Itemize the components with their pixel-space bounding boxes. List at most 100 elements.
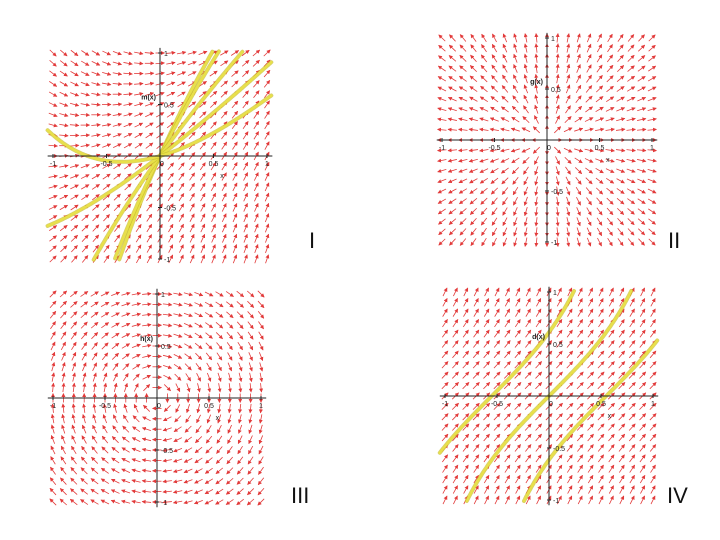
field-arrow (574, 157, 583, 164)
field-arrow (566, 464, 573, 473)
field-arrow (617, 33, 624, 42)
field-arrow (196, 414, 201, 424)
field-arrow (648, 44, 656, 52)
x-tick-label: -1 (439, 145, 445, 152)
field-arrow (124, 213, 132, 222)
field-arrow (586, 217, 592, 227)
field-arrow (194, 302, 204, 307)
field-arrow (216, 446, 223, 454)
field-arrow (626, 107, 636, 112)
field-arrow (102, 71, 112, 76)
field-arrow (437, 158, 447, 163)
field-arrow (132, 354, 141, 359)
field-arrow (90, 499, 99, 505)
field-arrow (253, 131, 259, 140)
field-arrow (597, 413, 605, 421)
field-arrow (50, 413, 55, 424)
field-arrow (534, 84, 539, 94)
field-arrow (248, 403, 253, 414)
field-arrow (112, 425, 119, 434)
field-arrow (596, 207, 603, 216)
field-arrow (650, 485, 656, 494)
field-arrow (211, 203, 216, 212)
field-arrow (629, 495, 635, 505)
field-arrow (639, 402, 647, 410)
field-arrow (525, 287, 531, 297)
field-arrow (82, 372, 87, 382)
field-arrow (587, 413, 595, 421)
field-arrow (48, 123, 58, 128)
field-arrow (48, 143, 58, 148)
field-arrow (231, 110, 239, 119)
field-arrow (535, 361, 542, 369)
field-arrow (101, 435, 109, 444)
field-arrow (194, 468, 203, 474)
field-arrow (512, 84, 519, 94)
field-arrow (227, 424, 232, 434)
field-arrow (523, 237, 528, 247)
field-arrow (442, 485, 448, 494)
field-arrow (523, 84, 529, 94)
field-arrow (199, 162, 206, 171)
field-arrow (576, 382, 584, 390)
field-arrow (257, 300, 265, 309)
field-arrow (69, 102, 80, 107)
field-arrow (449, 34, 456, 42)
field-arrow (177, 131, 186, 139)
field-arrow (254, 182, 259, 192)
field-arrow (502, 53, 508, 63)
field-arrow (123, 61, 133, 66)
field-arrow (131, 479, 141, 483)
field-arrow (253, 141, 259, 150)
field-arrow (473, 454, 480, 463)
field-arrow (468, 168, 478, 173)
field-arrow (81, 244, 89, 253)
field-arrow (647, 158, 657, 163)
field-arrow (168, 254, 174, 264)
field-arrow (615, 148, 626, 153)
field-arrow (524, 433, 532, 442)
field-arrow (176, 61, 187, 65)
field-arrow (167, 182, 174, 191)
field-arrow (60, 255, 68, 263)
field-arrow (172, 479, 183, 484)
field-arrow (263, 49, 271, 57)
field-arrow (556, 474, 563, 484)
field-arrow (187, 61, 197, 66)
field-arrow (494, 308, 500, 317)
x-tick-label: -1 (50, 161, 56, 168)
field-arrow (493, 382, 501, 390)
field-arrow (576, 433, 584, 442)
field-arrow (172, 489, 183, 494)
field-arrow (442, 319, 448, 328)
field-arrow (113, 163, 122, 170)
field-arrow (534, 227, 539, 237)
field-arrow (511, 157, 520, 164)
field-arrow (618, 382, 626, 390)
field-arrow (472, 413, 480, 421)
field-arrow (162, 292, 173, 297)
field-arrow (243, 244, 248, 254)
field-arrow (264, 161, 270, 171)
field-arrow (563, 127, 573, 133)
field-arrow (494, 329, 500, 338)
field-arrow (650, 319, 656, 328)
field-arrow (259, 383, 264, 393)
field-arrow (637, 208, 646, 215)
field-arrow (123, 112, 133, 117)
field-arrow (555, 237, 560, 247)
field-arrow (207, 383, 212, 393)
field-arrow (162, 437, 172, 442)
field-arrow (463, 485, 469, 494)
field-arrow (131, 499, 141, 504)
field-arrow (247, 300, 255, 308)
field-arrow (49, 255, 57, 263)
field-arrow (48, 194, 58, 200)
field-arrow (80, 164, 90, 169)
field-arrow (216, 435, 223, 444)
field-arrow (503, 382, 511, 390)
field-arrow (556, 423, 563, 431)
field-arrow (178, 223, 184, 233)
field-arrow (211, 233, 216, 243)
field-arrow (618, 350, 626, 359)
